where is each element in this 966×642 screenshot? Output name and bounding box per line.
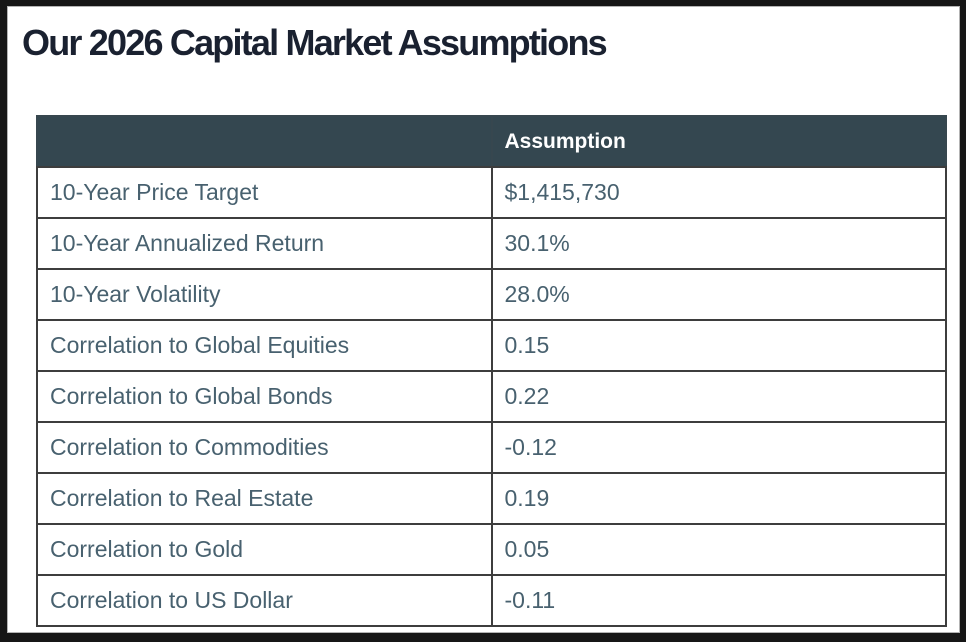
row-label: Correlation to Commodities	[36, 421, 493, 474]
table-row: 10-Year Volatility 28.0%	[36, 268, 947, 321]
table-row: 10-Year Price Target $1,415,730	[36, 166, 947, 219]
row-value: 30.1%	[490, 217, 947, 270]
table-header-row: Assumption	[36, 115, 947, 168]
row-value: -0.12	[490, 421, 947, 474]
document-page: Our 2026 Capital Market Assumptions Assu…	[7, 6, 960, 633]
row-value: 0.22	[490, 370, 947, 423]
table-row: Correlation to Global Equities 0.15	[36, 319, 947, 372]
assumptions-table-grid: Assumption 10-Year Price Target $1,415,7…	[36, 115, 947, 627]
page-title: Our 2026 Capital Market Assumptions	[22, 22, 608, 63]
row-label: 10-Year Annualized Return	[36, 217, 493, 270]
row-value: 0.19	[490, 472, 947, 525]
table-row: Correlation to Global Bonds 0.22	[36, 370, 947, 423]
table-row: 10-Year Annualized Return 30.1%	[36, 217, 947, 270]
table-row: Correlation to US Dollar -0.11	[36, 574, 947, 627]
table-row: Correlation to Commodities -0.12	[36, 421, 947, 474]
row-value: $1,415,730	[490, 166, 947, 219]
header-cell-blank	[36, 115, 493, 168]
row-label: 10-Year Price Target	[36, 166, 493, 219]
row-label: Correlation to US Dollar	[36, 574, 493, 627]
row-label: Correlation to Gold	[36, 523, 493, 576]
row-label: 10-Year Volatility	[36, 268, 493, 321]
row-value: -0.11	[490, 574, 947, 627]
header-cell-assumption: Assumption	[490, 115, 947, 168]
row-label: Correlation to Real Estate	[36, 472, 493, 525]
row-value: 0.15	[490, 319, 947, 372]
row-label: Correlation to Global Bonds	[36, 370, 493, 423]
table-row: Correlation to Gold 0.05	[36, 523, 947, 576]
table-row: Correlation to Real Estate 0.19	[36, 472, 947, 525]
row-value: 0.05	[490, 523, 947, 576]
row-value: 28.0%	[490, 268, 947, 321]
assumptions-table: Assumption 10-Year Price Target $1,415,7…	[36, 115, 947, 627]
row-label: Correlation to Global Equities	[36, 319, 493, 372]
